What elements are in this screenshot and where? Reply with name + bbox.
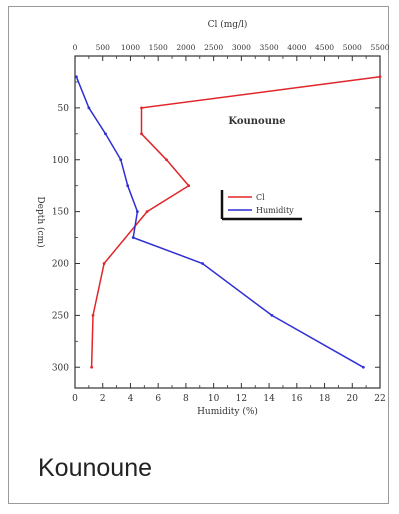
- x-bottom-tick-label: 8: [183, 394, 189, 404]
- x-bottom-tick-label: 12: [236, 394, 247, 404]
- data-point-humidity: [74, 75, 78, 79]
- x-bottom-tick-label: 16: [291, 394, 303, 404]
- data-point-humidity: [270, 313, 274, 317]
- data-point-humidity: [201, 262, 204, 265]
- y-tick-label: 250: [52, 311, 69, 321]
- data-point-cl: [145, 210, 149, 214]
- x-bottom-tick-label: 4: [128, 394, 134, 404]
- data-point-cl: [91, 313, 95, 317]
- x-bottom-tick-label: 14: [263, 394, 275, 404]
- data-point-humidity: [104, 132, 107, 136]
- y-tick-label: 50: [58, 104, 70, 114]
- x-bottom-tick-label: 18: [319, 394, 331, 404]
- data-point-cl: [187, 184, 191, 188]
- data-point-humidity: [131, 236, 135, 239]
- x-top-tick-label: 3000: [232, 43, 251, 52]
- x-bottom-tick-label: 0: [72, 394, 78, 404]
- x-top-tick-label: 0: [73, 43, 78, 52]
- data-point-humidity: [135, 210, 139, 214]
- x-top-tick-label: 500: [96, 43, 111, 52]
- data-point-cl: [378, 75, 382, 79]
- data-point-cl: [102, 262, 106, 265]
- legend-label-cl: Cl: [256, 193, 265, 202]
- data-point-humidity: [119, 158, 123, 162]
- depth-profile-chart: 0 2 4 6 8 10 12 14 16 18 20 22 0 500 1000 1500 2000 2500 3…: [35, 19, 390, 417]
- legend-label-humidity: Humidity: [256, 206, 294, 215]
- x-top-tick-label: 2000: [176, 43, 195, 52]
- x-top-axis-label: Cl (mg/l): [208, 19, 248, 30]
- x-top-tick-label: 5000: [343, 43, 362, 52]
- data-point-cl: [90, 365, 94, 369]
- data-point-humidity: [87, 106, 91, 110]
- x-bottom-tick-label: 20: [347, 394, 359, 404]
- x-top-tick-label: 5500: [370, 43, 389, 52]
- figure-caption: Kounoune: [38, 454, 153, 482]
- x-top-tick-label: 2500: [204, 43, 223, 52]
- x-bottom-axis-label: Humidity (%): [197, 406, 258, 417]
- x-top-tick-label: 4000: [287, 43, 306, 52]
- data-point-cl: [140, 132, 143, 136]
- data-point-cl: [165, 158, 168, 162]
- y-tick-label: 300: [52, 363, 69, 373]
- data-point-humidity: [361, 365, 365, 369]
- plot-area-border: [74, 55, 381, 389]
- x-bottom-tick-label: 2: [100, 394, 106, 404]
- x-bottom-tick-label: 10: [208, 394, 220, 404]
- y-tick-label: 150: [52, 208, 69, 218]
- chart-title: Kounoune: [228, 116, 285, 127]
- data-point-cl: [140, 106, 143, 110]
- chart: 0 2 4 6 8 10 12 14 16 18 20 22 0 500 1000 1500 2000 2500 3…: [35, 19, 390, 417]
- x-top-tick-label: 1000: [121, 43, 140, 52]
- x-top-tick-label: 1500: [149, 43, 168, 52]
- y-tick-label: 200: [52, 260, 69, 270]
- x-top-tick-label: 3500: [260, 43, 279, 52]
- figure-frame: [8, 6, 389, 504]
- x-bottom-tick-label: 22: [374, 394, 385, 404]
- y-tick-label: 100: [52, 156, 69, 166]
- data-point-humidity: [126, 184, 130, 188]
- y-axis-label: Depth (cm): [35, 196, 46, 247]
- x-bottom-tick-label: 6: [155, 394, 161, 404]
- x-top-tick-label: 4500: [315, 43, 334, 52]
- series-line-humidity: [75, 76, 364, 368]
